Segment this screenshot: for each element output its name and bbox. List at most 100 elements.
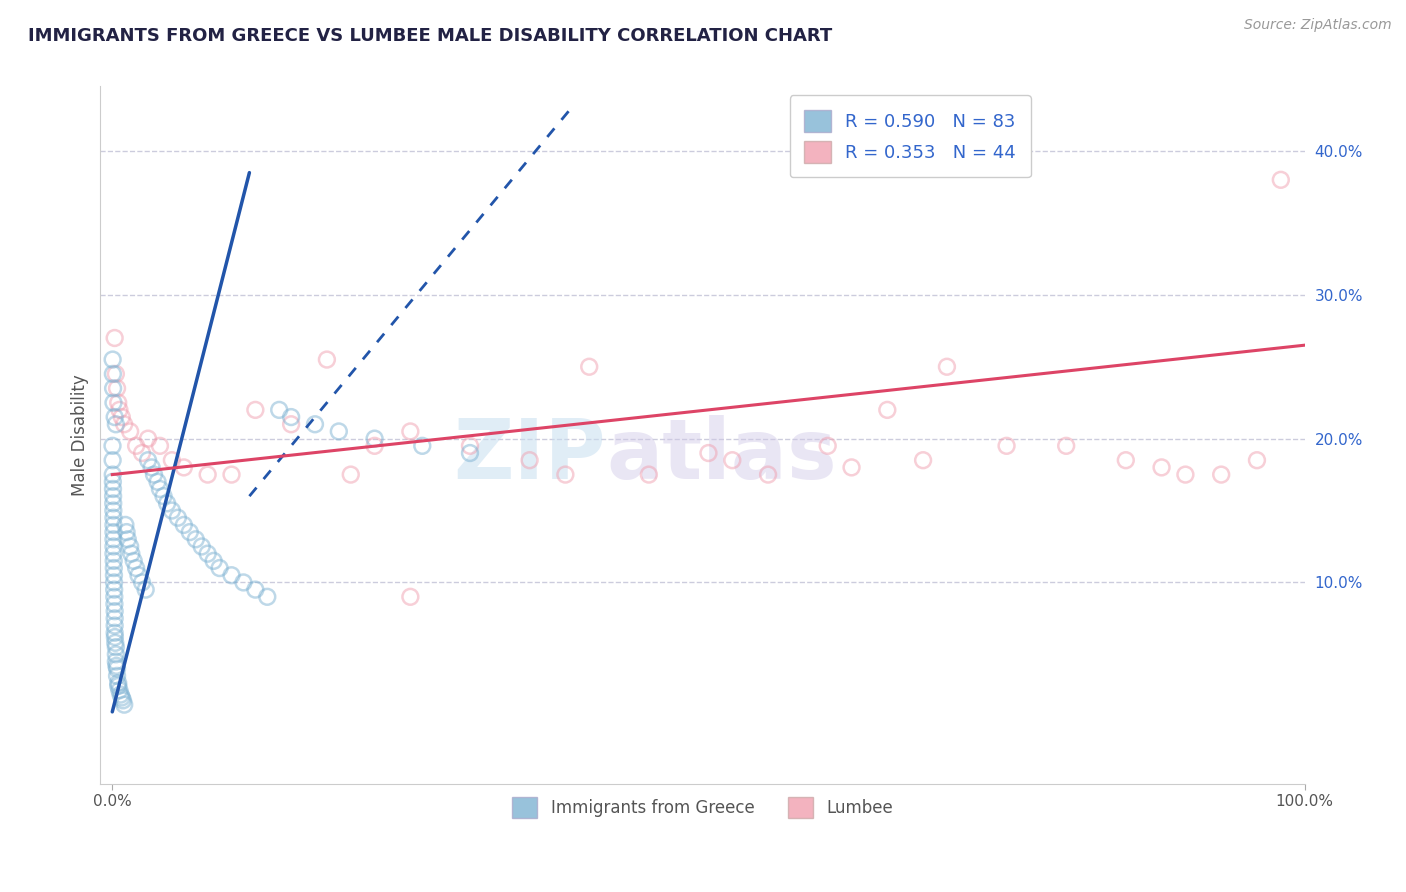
Point [1211, 467, 1233, 482]
Point [328, 425, 350, 439]
Point [104, 655, 127, 669]
Point [103, 547, 125, 561]
Point [101, 467, 124, 482]
Point [316, 352, 339, 367]
Point [136, 432, 159, 446]
Point [202, 554, 225, 568]
Point [101, 453, 124, 467]
Text: Source: ZipAtlas.com: Source: ZipAtlas.com [1244, 18, 1392, 32]
Point [184, 533, 207, 547]
Point [173, 460, 195, 475]
Point [304, 417, 326, 432]
Point [101, 475, 124, 489]
Point [756, 467, 779, 482]
Point [173, 517, 195, 532]
Point [269, 403, 291, 417]
Point [104, 367, 127, 381]
Point [399, 590, 422, 604]
Point [104, 611, 127, 625]
Y-axis label: Male Disability: Male Disability [72, 374, 89, 496]
Point [912, 453, 935, 467]
Point [936, 359, 959, 374]
Point [101, 381, 124, 395]
Point [103, 554, 125, 568]
Point [103, 533, 125, 547]
Point [841, 460, 863, 475]
Point [363, 439, 385, 453]
Point [103, 540, 125, 554]
Point [232, 575, 254, 590]
Point [156, 496, 179, 510]
Point [1270, 173, 1292, 187]
Point [120, 425, 142, 439]
Point [458, 446, 481, 460]
Point [103, 395, 125, 409]
Point [114, 517, 136, 532]
Point [141, 460, 163, 475]
Point [103, 525, 125, 540]
Text: atlas: atlas [606, 416, 837, 497]
Point [104, 640, 127, 654]
Point [245, 582, 267, 597]
Point [190, 540, 212, 554]
Point [197, 467, 219, 482]
Point [149, 439, 172, 453]
Point [107, 679, 129, 693]
Point [112, 417, 135, 432]
Point [131, 446, 153, 460]
Legend: Immigrants from Greece, Lumbee: Immigrants from Greece, Lumbee [506, 790, 900, 824]
Point [721, 453, 744, 467]
Point [152, 489, 174, 503]
Point [104, 630, 127, 644]
Point [101, 352, 124, 367]
Point [1150, 460, 1173, 475]
Point [135, 582, 157, 597]
Point [103, 503, 125, 517]
Point [103, 510, 125, 524]
Point [104, 636, 127, 650]
Point [103, 597, 125, 611]
Point [399, 425, 422, 439]
Point [103, 517, 125, 532]
Point [101, 439, 124, 453]
Text: IMMIGRANTS FROM GREECE VS LUMBEE MALE DISABILITY CORRELATION CHART: IMMIGRANTS FROM GREECE VS LUMBEE MALE DI… [28, 27, 832, 45]
Point [578, 359, 600, 374]
Text: ZIP: ZIP [454, 416, 606, 497]
Point [166, 510, 188, 524]
Point [1054, 439, 1077, 453]
Point [208, 561, 231, 575]
Point [128, 568, 150, 582]
Point [111, 693, 134, 707]
Point [107, 676, 129, 690]
Point [280, 417, 302, 432]
Point [103, 582, 125, 597]
Point [104, 604, 127, 618]
Point [363, 432, 385, 446]
Point [280, 410, 302, 425]
Point [108, 683, 131, 698]
Point [458, 439, 481, 453]
Point [221, 568, 243, 582]
Point [125, 439, 148, 453]
Point [179, 525, 201, 540]
Point [554, 467, 576, 482]
Point [339, 467, 361, 482]
Point [108, 403, 131, 417]
Point [103, 568, 125, 582]
Point [221, 467, 243, 482]
Point [125, 561, 148, 575]
Point [256, 590, 278, 604]
Point [112, 698, 135, 712]
Point [143, 467, 166, 482]
Point [149, 482, 172, 496]
Point [146, 475, 169, 489]
Point [160, 453, 183, 467]
Point [105, 658, 128, 673]
Point [876, 403, 898, 417]
Point [995, 439, 1018, 453]
Point [197, 547, 219, 561]
Point [131, 575, 153, 590]
Point [111, 690, 134, 705]
Point [110, 688, 132, 702]
Point [697, 446, 720, 460]
